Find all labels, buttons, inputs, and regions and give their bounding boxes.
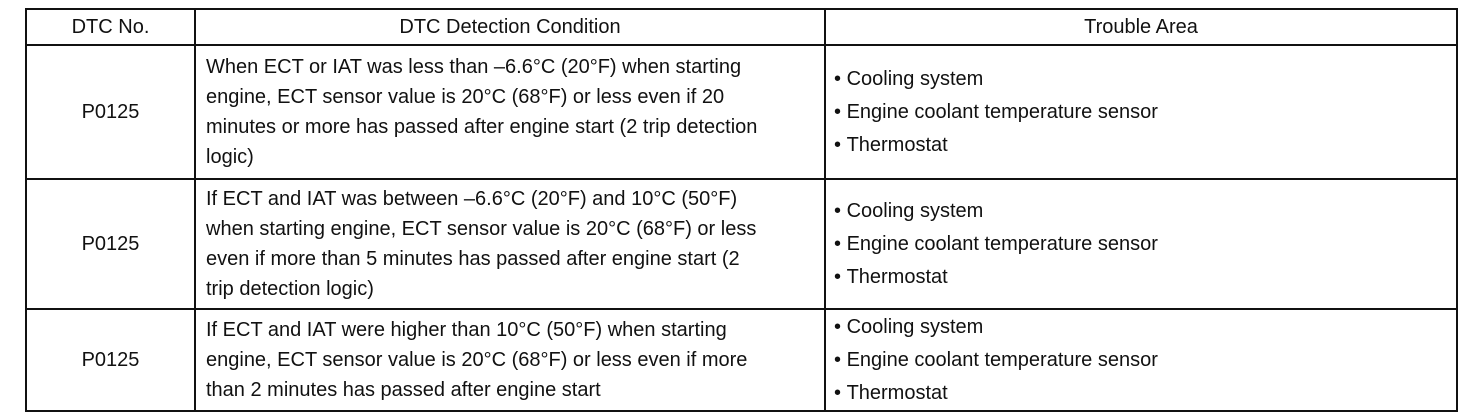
condition-line: logic) <box>206 146 254 168</box>
condition-line: trip detection logic) <box>206 278 374 300</box>
trouble-area-cell: Cooling systemEngine coolant temperature… <box>824 178 1458 310</box>
table-row: P0125 If ECT and IAT were higher than 10°… <box>25 308 1458 412</box>
condition-line: even if more than 5 minutes has passed a… <box>206 248 740 270</box>
dtc-cell: P0125 <box>25 178 196 310</box>
trouble-area-item: Cooling system <box>834 311 1446 344</box>
trouble-area-item: Thermostat <box>834 377 1446 410</box>
condition-line: than 2 minutes has passed after engine s… <box>206 379 601 401</box>
condition-line: When ECT or IAT was less than –6.6°C (20… <box>206 56 742 78</box>
dtc-cell: P0125 <box>25 308 196 412</box>
condition-line: minutes or more has passed after engine … <box>206 116 758 138</box>
table-row: P0125 When ECT or IAT was less than –6.6°… <box>25 44 1458 180</box>
condition-line: engine, ECT sensor value is 20°C (68°F) … <box>206 86 725 108</box>
trouble-area-item: Engine coolant temperature sensor <box>834 96 1446 129</box>
trouble-area-item: Thermostat <box>834 261 1446 294</box>
trouble-area-item: Engine coolant temperature sensor <box>834 228 1446 261</box>
condition-line: If ECT and IAT was between –6.6°C (20°F)… <box>206 188 738 210</box>
trouble-area-item: Thermostat <box>834 129 1446 162</box>
header-cell: Trouble Area <box>824 8 1458 46</box>
trouble-area-item: Engine coolant temperature sensor <box>834 344 1446 377</box>
header-row: DTC No. DTC Detection Condition Trouble … <box>25 8 1458 46</box>
header-cell: DTC Detection Condition <box>194 8 826 46</box>
header-cell: DTC No. <box>25 8 196 46</box>
table-body: P0125 When ECT or IAT was less than –6.6°… <box>25 44 1458 412</box>
condition-cell: When ECT or IAT was less than –6.6°C (20… <box>194 44 826 180</box>
condition-line: If ECT and IAT were higher than 10°C (50… <box>206 319 727 341</box>
trouble-area-item: Cooling system <box>834 63 1446 96</box>
condition-line: when starting engine, ECT sensor value i… <box>206 218 757 240</box>
dtc-cell: P0125 <box>25 44 196 180</box>
trouble-area-cell: Cooling systemEngine coolant temperature… <box>824 44 1458 180</box>
dtc-table: DTC No. DTC Detection Condition Trouble … <box>25 8 1458 412</box>
table-row: P0125 If ECT and IAT was between –6.6°C (… <box>25 178 1458 310</box>
condition-cell: If ECT and IAT was between –6.6°C (20°F)… <box>194 178 826 310</box>
trouble-area-item: Cooling system <box>834 195 1446 228</box>
trouble-area-cell: Cooling systemEngine coolant temperature… <box>824 308 1458 412</box>
condition-line: engine, ECT sensor value is 20°C (68°F) … <box>206 349 748 371</box>
condition-cell: If ECT and IAT were higher than 10°C (50… <box>194 308 826 412</box>
